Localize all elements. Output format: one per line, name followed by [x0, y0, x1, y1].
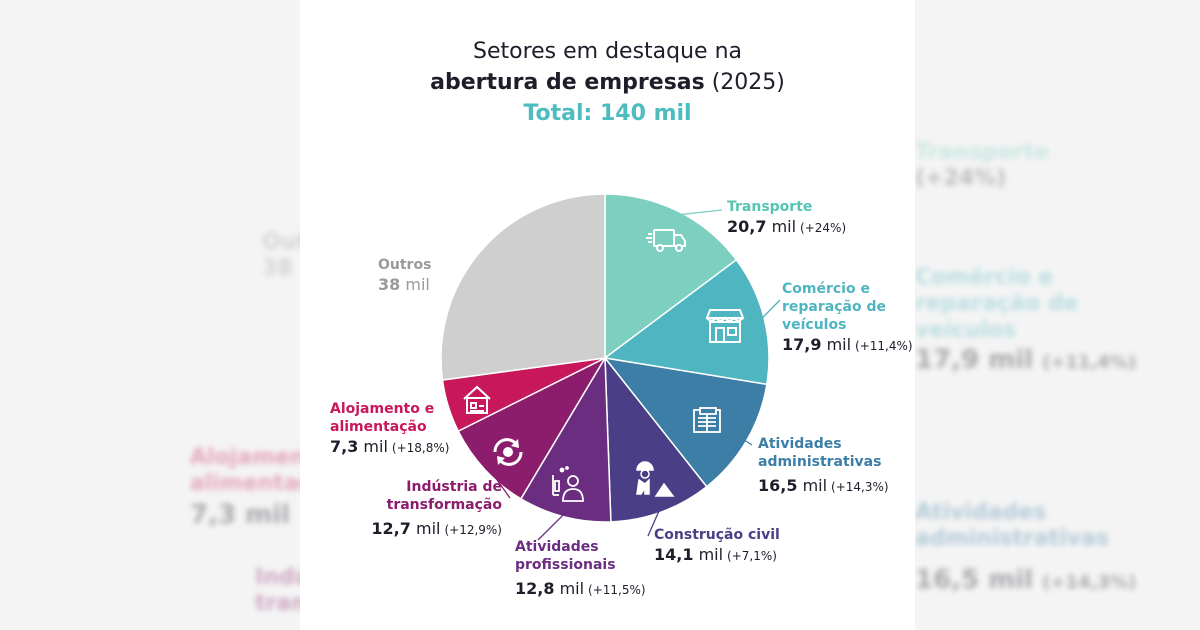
leader-line-5 [487, 466, 511, 499]
title-line1: Setores em destaque na [472, 39, 743, 64]
label-administrativas: Atividades administrativas 16,5 mil (+14,… [758, 435, 889, 496]
slice-name-line2: transformação [386, 497, 502, 513]
scientist-icon [552, 466, 584, 502]
label-transporte: Transporte 20,7 mil (+24%) [727, 198, 846, 237]
leader-line-0 [676, 209, 723, 216]
title-line2-rest: (2025) [704, 70, 785, 95]
slice-value: 38 mil [378, 275, 430, 294]
ghost-comercio: Comércio e reparação de veículos [915, 265, 1079, 343]
slice-name-line2: profissionais [515, 557, 616, 573]
title-line2: abertura de empresas (2025) [300, 67, 915, 98]
ghost-administrativas-value: 16,5 mil (+14,3%) [915, 565, 1137, 595]
leader-line-2 [742, 438, 753, 446]
chart-title: Setores em destaque na abertura de empre… [300, 36, 915, 129]
pie-slice-0 [604, 193, 738, 360]
construction-worker-icon [636, 461, 675, 497]
pie-slice-5 [457, 356, 607, 500]
label-outros: Outros 38 mil [378, 256, 431, 295]
slice-name-line2: alimentação [330, 419, 427, 435]
pie-slice-3 [604, 355, 708, 523]
slice-value: 12,7 mil (+12,9%) [371, 519, 502, 538]
pie-slice-1 [603, 258, 770, 386]
infographic-card: Setores em destaque na abertura de empre… [300, 0, 915, 630]
label-construcao: Construção civil 14,1 mil (+7,1%) [654, 526, 780, 565]
ghost-comercio-value: 17,9 mil (+11,4%) [915, 345, 1137, 375]
slice-name: Construção civil [654, 527, 780, 543]
slice-name-line1: Atividades [515, 539, 599, 555]
leader-line-1 [759, 299, 781, 321]
leader-lines [451, 209, 781, 541]
documents-icon [693, 407, 721, 433]
title-line2-bold: abertura de empresas [430, 70, 705, 95]
label-industria: Indústria de transformação 12,7 mil (+12,… [340, 478, 502, 539]
leader-line-3 [647, 507, 661, 537]
label-profissionais: Atividades profissionais 12,8 mil (+11,5%… [515, 538, 646, 599]
slice-name: Transporte [727, 199, 813, 215]
pie-chart [440, 193, 781, 541]
slice-value: 7,3 mil (+18,8%) [330, 437, 450, 456]
slice-name-line3: veículos [782, 317, 847, 333]
chart-total: Total: 140 mil [523, 101, 692, 126]
slice-name-line1: Alojamento e [330, 401, 435, 417]
leader-line-4 [537, 512, 566, 541]
slice-value: 12,8 mil (+11,5%) [515, 579, 646, 598]
slice-value: 17,9 mil (+11,4%) [782, 335, 913, 354]
slice-name-line1: Atividades [758, 436, 842, 452]
ghost-transporte: Transporte (+24%) [915, 140, 1050, 192]
house-icon [463, 385, 491, 414]
label-alojamento: Alojamento e alimentação 7,3 mil (+18,8%) [330, 400, 480, 457]
slice-name-line1: Comércio e [782, 281, 870, 297]
label-comercio: Comércio e reparação de veículos 17,9 mi… [782, 280, 913, 355]
slice-value: 16,5 mil (+14,3%) [758, 476, 889, 495]
pie-slice-4 [519, 355, 612, 523]
store-icon [705, 309, 745, 343]
slice-value: 20,7 mil (+24%) [727, 217, 847, 236]
truck-icon [646, 229, 686, 252]
leader-line-7 [479, 252, 486, 276]
slice-name-line1: Indústria de [406, 479, 502, 495]
slice-name-line2: administrativas [758, 454, 882, 470]
cycle-icon [493, 438, 523, 466]
slice-icons [463, 229, 745, 502]
ghost-administrativas: Atividades administrativas [915, 500, 1109, 552]
slice-value: 14,1 mil (+7,1%) [654, 545, 777, 564]
pie-slice-7 [440, 193, 606, 381]
slice-name-line2: reparação de [782, 299, 886, 315]
ghost-alojamento-value: 7,3 mil [190, 500, 291, 530]
pie-slices [440, 193, 770, 523]
slice-name: Outros [378, 257, 432, 273]
